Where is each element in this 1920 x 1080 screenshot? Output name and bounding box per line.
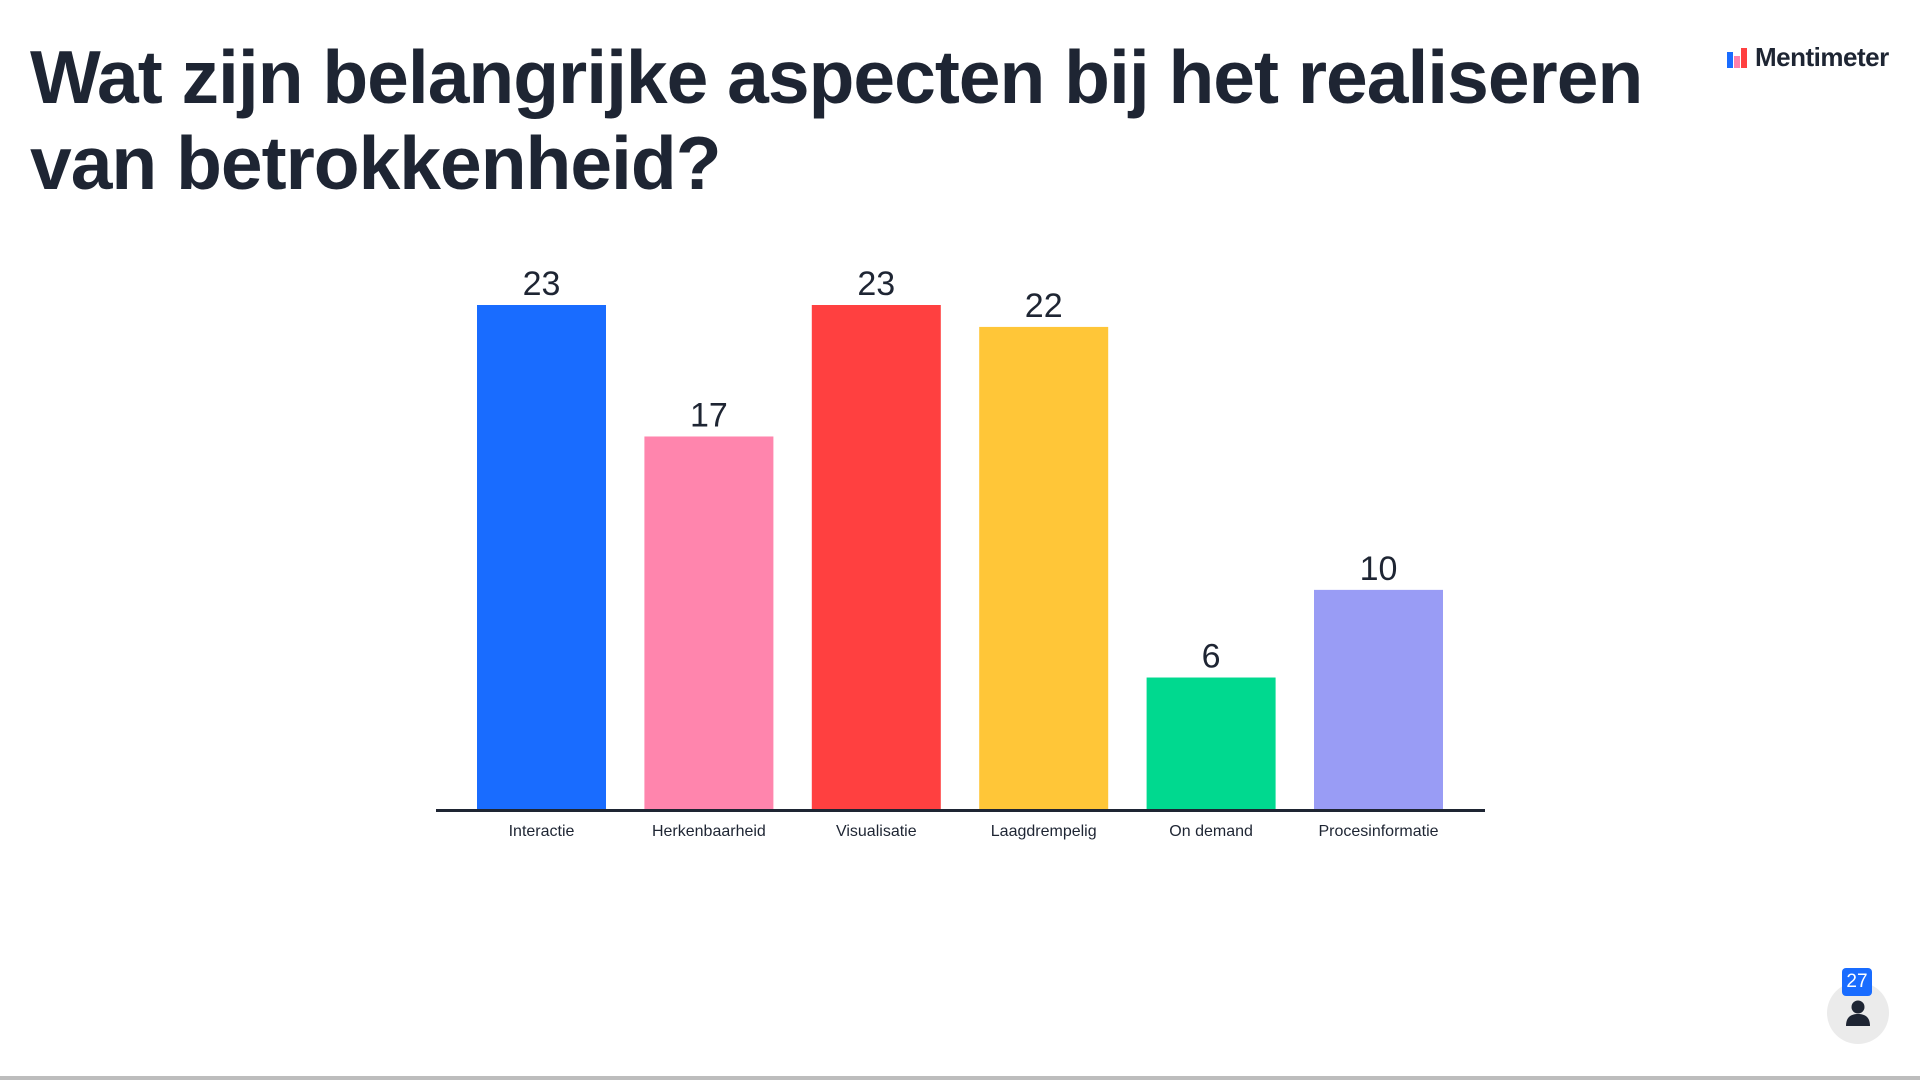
participant-count-badge: 27 — [1842, 968, 1872, 996]
bar-herkenbaarheid — [644, 436, 774, 809]
category-label: Procesinformatie — [1318, 823, 1438, 840]
mentimeter-logo-icon — [1727, 47, 1747, 68]
bar-value-label: 23 — [523, 265, 561, 303]
category-label: Laagdrempelig — [991, 823, 1097, 840]
person-icon — [1846, 1000, 1870, 1026]
brand-name: Mentimeter — [1755, 42, 1889, 72]
bar-laagdrempelig — [979, 326, 1109, 809]
bar-interactie — [477, 305, 606, 809]
category-label: Herkenbaarheid — [652, 823, 766, 840]
bar-value-label: 17 — [690, 396, 728, 434]
bar-on-demand — [1146, 677, 1276, 809]
category-label: On demand — [1169, 823, 1253, 840]
bottom-progress-bar — [0, 1076, 1920, 1080]
bar-value-label: 6 — [1202, 638, 1221, 676]
category-label: Visualisatie — [836, 823, 917, 840]
category-label: Interactie — [509, 823, 575, 840]
brand-logo: Mentimeter — [1727, 42, 1889, 73]
bar-value-label: 10 — [1360, 550, 1398, 588]
bar-procesinformatie — [1314, 589, 1443, 809]
slide-title: Wat zijn belangrijke aspecten bij het re… — [30, 35, 1643, 205]
bar-value-label: 23 — [857, 265, 895, 303]
bar-value-label: 22 — [1025, 287, 1063, 325]
bar-visualisatie — [811, 305, 941, 809]
